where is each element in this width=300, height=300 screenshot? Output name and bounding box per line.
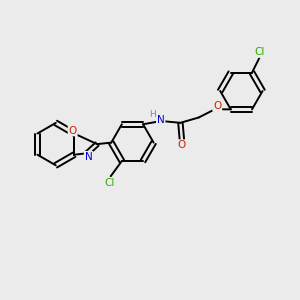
- Text: Cl: Cl: [254, 47, 265, 57]
- Text: O: O: [178, 140, 186, 150]
- Text: O: O: [68, 126, 77, 136]
- Text: O: O: [213, 101, 221, 111]
- Text: N: N: [85, 152, 92, 162]
- Text: H: H: [149, 110, 156, 119]
- Text: N: N: [157, 115, 165, 125]
- Text: Cl: Cl: [104, 178, 114, 188]
